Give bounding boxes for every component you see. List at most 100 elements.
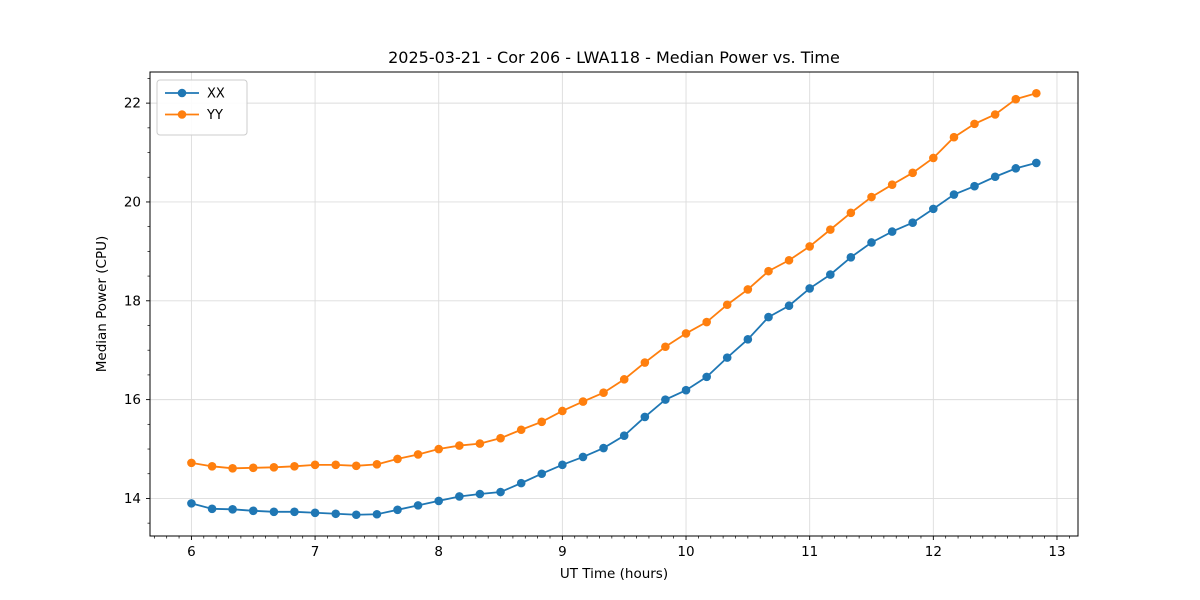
series-XX xyxy=(187,158,1041,520)
series-XX-marker xyxy=(496,487,505,497)
y-tick-label: 18 xyxy=(124,293,141,309)
series-YY-marker xyxy=(413,450,423,459)
series-XX-marker xyxy=(516,478,526,488)
major-ticks: 6 7 8 9 10 11 12 13 14 16 18 20 22 xyxy=(124,96,1066,560)
series-YY-marker xyxy=(784,255,794,265)
series-XX-marker xyxy=(310,508,320,518)
series-XX-marker xyxy=(578,452,588,462)
series-YY-marker xyxy=(826,225,835,234)
legend-label: XX xyxy=(207,87,225,102)
series-XX-marker xyxy=(805,284,814,293)
series-YY-marker xyxy=(434,444,444,454)
x-tick-label: 9 xyxy=(558,544,567,560)
x-tick-label: 10 xyxy=(677,544,694,560)
series-XX-marker xyxy=(1011,164,1021,173)
x-tick-label: 11 xyxy=(801,544,818,560)
series-YY-marker xyxy=(743,285,753,294)
series-XX-marker xyxy=(702,372,711,382)
y-tick-label: 16 xyxy=(124,392,141,408)
x-tick-label: 8 xyxy=(434,544,443,560)
series-XX-marker xyxy=(537,469,547,479)
series-YY-marker xyxy=(331,460,341,470)
series-XX-marker xyxy=(434,496,444,506)
series-YY-marker xyxy=(475,439,485,448)
y-axis-label: Median Power (CPU) xyxy=(94,236,110,372)
legend-marker-sample xyxy=(177,110,187,119)
series-YY-marker xyxy=(929,153,938,163)
series-XX-marker xyxy=(619,431,629,440)
series-YY-marker xyxy=(207,462,217,471)
series-YY-line xyxy=(191,92,1037,470)
series-XX-marker xyxy=(970,181,979,191)
series-XX-marker xyxy=(372,509,382,519)
series-XX-marker xyxy=(228,505,237,514)
series-XX-marker xyxy=(558,460,567,470)
series-YY-marker xyxy=(619,375,629,384)
series-XX-marker xyxy=(393,505,402,515)
y-tick-label: 22 xyxy=(124,96,141,112)
series-XX-marker xyxy=(207,504,217,514)
series-XX-marker xyxy=(764,312,773,322)
x-tick-label: 12 xyxy=(925,544,942,560)
x-axis-label: UT Time (hours) xyxy=(560,566,668,582)
series-YY-marker xyxy=(681,329,691,338)
series-YY-marker xyxy=(1032,88,1041,98)
series-XX-marker xyxy=(640,412,650,422)
series-YY-marker xyxy=(228,464,237,473)
x-tick-label: 13 xyxy=(1048,544,1065,560)
plot-border xyxy=(149,71,1079,537)
series-YY-marker xyxy=(310,460,320,470)
legend-label: YY xyxy=(206,108,223,123)
legend-item-XX: XX xyxy=(165,87,225,102)
series-YY-marker xyxy=(351,461,361,471)
series-YY-marker xyxy=(558,406,567,416)
series-XX-marker xyxy=(1032,158,1041,168)
legend-marker-sample xyxy=(177,88,187,98)
series-YY-marker xyxy=(372,460,382,469)
series-XX-marker xyxy=(248,506,258,516)
series-XX-marker xyxy=(949,190,959,199)
series-YY-marker xyxy=(640,358,650,367)
series-YY-marker xyxy=(455,441,464,450)
series-XX-marker xyxy=(599,443,608,453)
series-YY-marker xyxy=(805,242,814,251)
series-YY-marker xyxy=(290,462,299,471)
series-XX-marker xyxy=(846,253,856,262)
series-YY-marker xyxy=(702,317,711,327)
series-YY-marker xyxy=(661,342,670,352)
y-tick-label: 20 xyxy=(124,194,141,210)
series-YY xyxy=(187,88,1041,473)
series-XX-marker xyxy=(455,492,464,501)
series-XX-marker xyxy=(826,270,835,279)
series-YY-marker xyxy=(949,132,959,142)
series-XX-marker xyxy=(784,301,794,311)
series-XX-marker xyxy=(722,353,732,362)
series-YY-marker xyxy=(269,463,279,472)
x-tick-label: 7 xyxy=(311,544,320,560)
series-XX-marker xyxy=(929,204,938,214)
series-YY-marker xyxy=(393,454,402,464)
series-XX-marker xyxy=(887,227,897,236)
series-XX-marker xyxy=(681,385,691,395)
chart-title: 2025-03-21 - Cor 206 - LWA118 - Median P… xyxy=(388,48,840,67)
series-XX-marker xyxy=(351,510,361,520)
series-YY-marker xyxy=(599,388,608,397)
series-YY-marker xyxy=(867,192,876,202)
series-YY-marker xyxy=(846,208,856,218)
series-XX-marker xyxy=(269,507,279,517)
series-XX-marker xyxy=(867,238,876,247)
series-XX-marker xyxy=(331,509,341,519)
series-YY-marker xyxy=(1011,94,1021,104)
series-YY-marker xyxy=(578,397,588,406)
series-XX-marker xyxy=(908,218,917,228)
series-YY-marker xyxy=(970,119,979,129)
series-YY-marker xyxy=(248,463,258,473)
series-XX-marker xyxy=(990,172,1000,182)
series-XX-marker xyxy=(743,335,753,344)
series-YY-marker xyxy=(187,458,196,468)
series-YY-marker xyxy=(764,266,773,276)
series-XX-marker xyxy=(290,507,299,517)
series-YY-marker xyxy=(537,417,547,427)
